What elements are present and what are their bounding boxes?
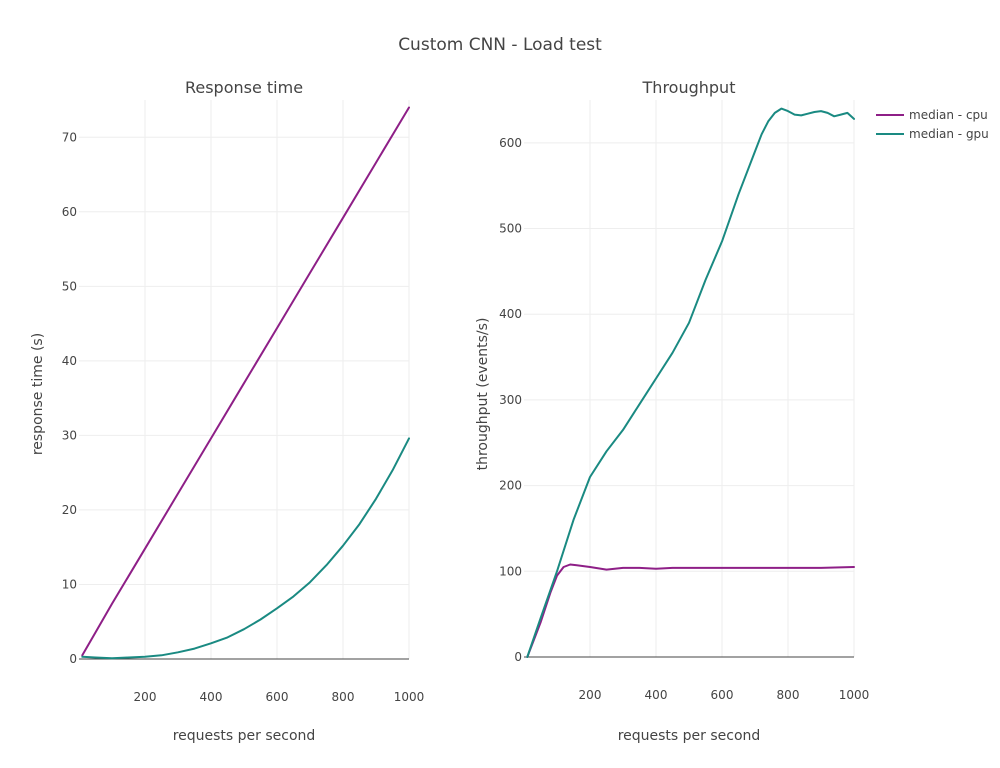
response-time-line-median-gpu[interactable] [81, 437, 410, 660]
response-time-ytick-30: 30 [62, 428, 77, 442]
response-time-xlabel: requests per second [173, 728, 316, 744]
response-time-panel: Response time requests per second respon… [30, 78, 424, 744]
response-time-ylabel: response time (s) [30, 333, 46, 455]
throughput-xlabel: requests per second [618, 728, 761, 744]
response-time-plot: 200 400 600 800 1000 0 10 20 30 40 50 60 70 [62, 100, 425, 704]
legend-label-gpu: median - gpu [909, 127, 989, 141]
throughput-ytick-200: 200 [499, 479, 522, 493]
throughput-panel: Throughput requests per second throughpu… [475, 78, 869, 744]
response-time-ytick-20: 20 [62, 503, 77, 517]
throughput-xtick-800: 800 [777, 688, 800, 702]
throughput-ytick-600: 600 [499, 136, 522, 150]
throughput-plot: 200 400 600 800 1000 0 100 200 300 400 500 600 [499, 100, 869, 702]
response-time-ytick-0: 0 [69, 652, 77, 666]
response-time-ytick-10: 10 [62, 577, 77, 591]
throughput-ytick-400: 400 [499, 307, 522, 321]
throughput-xtick-400: 400 [645, 688, 668, 702]
response-time-xtick-1000: 1000 [394, 690, 425, 704]
throughput-title: Throughput [642, 78, 736, 97]
throughput-ytick-0: 0 [514, 650, 522, 664]
response-time-xtick-200: 200 [134, 690, 157, 704]
response-time-xtick-600: 600 [266, 690, 289, 704]
throughput-xtick-200: 200 [579, 688, 602, 702]
figure-title: Custom CNN - Load test [398, 35, 602, 55]
response-time-line-median-cpu[interactable] [81, 106, 410, 657]
throughput-line-median-cpu[interactable] [526, 563, 855, 658]
legend-label-cpu: median - cpu [909, 108, 988, 122]
throughput-xtick-1000: 1000 [839, 688, 870, 702]
throughput-xtick-600: 600 [711, 688, 734, 702]
legend[interactable]: median - cpu median - gpu [876, 108, 989, 141]
response-time-ytick-60: 60 [62, 205, 77, 219]
response-time-ytick-40: 40 [62, 354, 77, 368]
legend-item-gpu[interactable]: median - gpu [876, 127, 989, 141]
response-time-ytick-70: 70 [62, 130, 77, 144]
throughput-ytick-500: 500 [499, 222, 522, 236]
throughput-ytick-300: 300 [499, 393, 522, 407]
throughput-ylabel: throughput (events/s) [475, 318, 491, 471]
response-time-ytick-50: 50 [62, 279, 77, 293]
response-time-xtick-800: 800 [332, 690, 355, 704]
throughput-ytick-100: 100 [499, 564, 522, 578]
response-time-title: Response time [185, 78, 303, 97]
throughput-line-median-gpu[interactable] [526, 107, 855, 658]
legend-item-cpu[interactable]: median - cpu [876, 108, 988, 122]
response-time-xtick-400: 400 [200, 690, 223, 704]
